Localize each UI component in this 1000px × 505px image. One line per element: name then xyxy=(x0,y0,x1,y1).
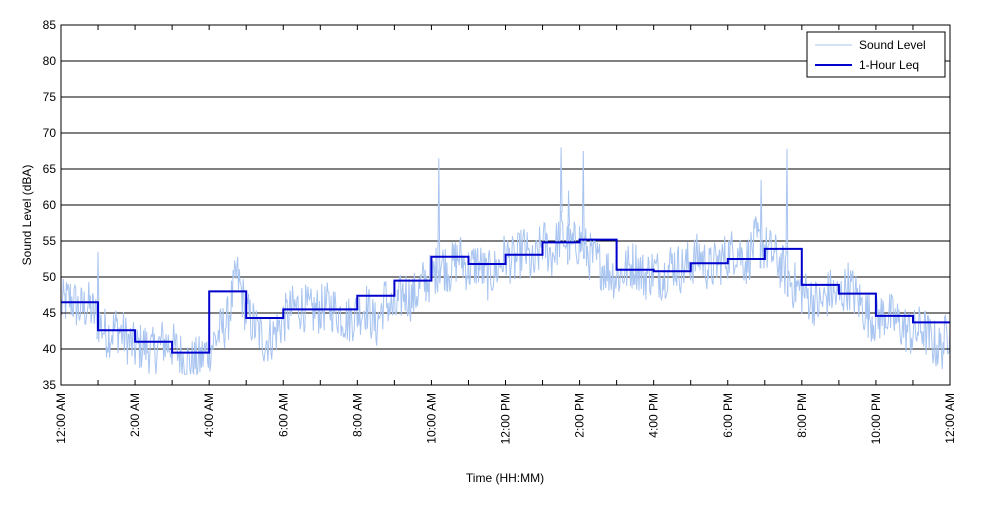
x-tick-label: 12:00 PM xyxy=(499,393,513,444)
legend-label: Sound Level xyxy=(859,38,926,52)
x-axis-label: Time (HH:MM) xyxy=(466,471,544,485)
y-tick-label: 55 xyxy=(43,234,57,248)
y-tick-label: 50 xyxy=(43,270,57,284)
x-tick-label: 8:00 PM xyxy=(795,393,809,438)
plot-frame xyxy=(60,24,951,386)
y-tick-label: 45 xyxy=(43,306,57,320)
legend-box xyxy=(806,31,946,78)
y-tick-label: 40 xyxy=(43,342,57,356)
y-tick-label: 80 xyxy=(43,54,57,68)
x-tick-label: 6:00 PM xyxy=(721,393,735,438)
y-tick-label: 60 xyxy=(43,198,57,212)
x-tick-label: 12:00 AM xyxy=(54,393,68,444)
y-axis-label: Sound Level (dBA) xyxy=(20,165,34,266)
x-tick-label: 2:00 PM xyxy=(573,393,587,438)
x-tick-label: 12:00 AM xyxy=(943,393,957,444)
y-tick-label: 65 xyxy=(43,162,57,176)
x-tick-label: 4:00 PM xyxy=(647,393,661,438)
legend-label: 1-Hour Leq xyxy=(859,58,919,72)
y-tick-label: 75 xyxy=(43,90,57,104)
x-tick-label: 10:00 PM xyxy=(869,393,883,444)
x-tick-label: 2:00 AM xyxy=(128,393,142,437)
y-tick-label: 35 xyxy=(43,378,57,392)
x-tick-label: 8:00 AM xyxy=(350,393,364,437)
x-tick-label: 10:00 AM xyxy=(424,393,438,444)
x-tick-label: 6:00 AM xyxy=(276,393,290,437)
y-tick-label: 85 xyxy=(43,18,57,32)
x-tick-label: 4:00 AM xyxy=(202,393,216,437)
y-tick-label: 70 xyxy=(43,126,57,140)
series-line-1-hour-leq xyxy=(61,238,950,354)
